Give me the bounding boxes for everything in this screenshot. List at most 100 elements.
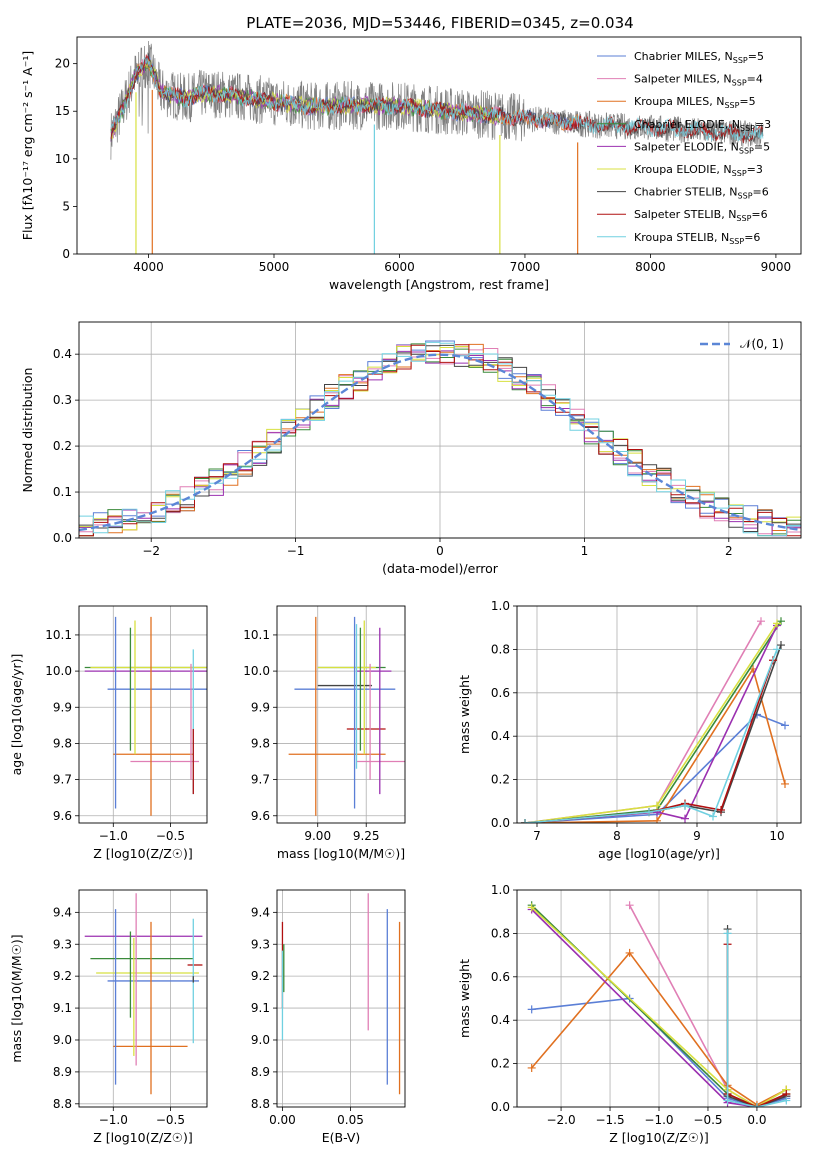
y-tick-label: 9.2 bbox=[53, 969, 72, 983]
plot-frame bbox=[276, 605, 406, 824]
y-axis-label: mass weight bbox=[457, 675, 472, 754]
residual_hist-marks bbox=[79, 340, 801, 537]
x-tick-label: −2 bbox=[142, 544, 160, 558]
age_vs_mass-marks bbox=[288, 616, 405, 816]
weight-marker bbox=[773, 645, 781, 654]
y-tick-label: 9.2 bbox=[251, 969, 270, 983]
y-tick-label: 0 bbox=[62, 247, 70, 261]
plot-frame bbox=[516, 605, 802, 824]
weight-marker bbox=[717, 805, 725, 814]
x-tick-label: −1.5 bbox=[595, 1113, 624, 1127]
y-tick-label: 0.1 bbox=[53, 485, 72, 499]
plot-frame bbox=[78, 605, 208, 824]
hist-kroupa_stelib bbox=[79, 341, 801, 537]
x-tick-label: −0.5 bbox=[693, 1113, 722, 1127]
weight-line-kroupa_elodie bbox=[524, 622, 778, 823]
y-tick-label: 9.9 bbox=[53, 700, 72, 714]
legend-label: Salpeter STELIB, NSSP=6 bbox=[634, 208, 768, 223]
y-tick-label: 9.7 bbox=[251, 773, 270, 787]
x-tick-label: 8 bbox=[613, 829, 621, 843]
x-axis-label: age [log10(age/yr)] bbox=[598, 846, 720, 861]
y-tick-label: 9.1 bbox=[53, 1001, 72, 1015]
age_vs_mass-grid bbox=[277, 606, 405, 823]
x-tick-label: −1.0 bbox=[99, 1113, 128, 1127]
y-tick-label: 0.3 bbox=[53, 393, 72, 407]
weight-line-salpeter_elodie bbox=[524, 625, 778, 823]
y-tick-label: 0.0 bbox=[53, 531, 72, 545]
y-tick-label: 9.1 bbox=[251, 1001, 270, 1015]
y-tick-label: 0.4 bbox=[53, 347, 72, 361]
y-tick-label: 9.6 bbox=[251, 809, 270, 823]
y-axis-label: age [log10(age/yr)] bbox=[9, 654, 24, 776]
weight-marker bbox=[781, 779, 789, 788]
x-axis-label: Z [log10(Z/Z☉)] bbox=[93, 1130, 193, 1145]
y-tick-label: 9.6 bbox=[53, 809, 72, 823]
weight-marker bbox=[757, 617, 765, 626]
x-tick-label: 5000 bbox=[259, 260, 290, 274]
plot-frame bbox=[78, 889, 208, 1108]
y-tick-label: 0.2 bbox=[491, 773, 510, 787]
y-tick-label: 9.9 bbox=[251, 700, 270, 714]
weight-marker bbox=[782, 1096, 791, 1105]
x-tick-label: −1.0 bbox=[99, 829, 128, 843]
x-tick-label: 8000 bbox=[635, 260, 666, 274]
weight-marker bbox=[625, 948, 634, 957]
age_vs_Z-axes: −1.0 −0.5 9.6 9.7 9.8 9.9 10.0 10.1 Z [log10(Z/Z… bbox=[9, 605, 208, 861]
x-tick-label: 4000 bbox=[133, 260, 164, 274]
age_vs_mass-axes: 9.00 9.25 9.6 9.7 9.8 9.9 10.0 10.1 mass [log10(… bbox=[243, 605, 406, 861]
weight-marker bbox=[527, 903, 536, 912]
y-tick-label: 9.0 bbox=[53, 1033, 72, 1047]
x-tick-label: 9.25 bbox=[353, 829, 380, 843]
y-tick-label: 8.8 bbox=[53, 1097, 72, 1111]
plot-frame bbox=[78, 321, 802, 539]
mass_vs_Z-marks bbox=[84, 893, 203, 1095]
y-axis-label: mass [log10(M/M☉)] bbox=[9, 934, 24, 1062]
spectrum-axes: 4000 5000 6000 7000 8000 9000 0 5 10 15 20 waveleng… bbox=[20, 36, 802, 292]
mass_vs_ebv-grid bbox=[277, 890, 405, 1107]
model-salpeter_stelib bbox=[110, 54, 764, 144]
y-tick-label: 9.7 bbox=[53, 773, 72, 787]
y-tick-label: 8.8 bbox=[251, 1097, 270, 1111]
x-axis-label: Z [log10(Z/Z☉)] bbox=[609, 1130, 709, 1145]
y-tick-label: 8.9 bbox=[251, 1065, 270, 1079]
legend-label: Chabrier MILES, NSSP=5 bbox=[634, 50, 764, 65]
y-tick-label: 9.0 bbox=[251, 1033, 270, 1047]
weight-marker bbox=[723, 1096, 732, 1105]
weight-line-chabrier_elodie bbox=[524, 620, 782, 823]
y-tick-label: 0.0 bbox=[491, 816, 510, 830]
x-tick-label: 0 bbox=[436, 544, 444, 558]
age_vs_Z-grid bbox=[79, 606, 207, 823]
weight-line-kroupa_stelib bbox=[726, 933, 787, 1107]
x-tick-label: −1.0 bbox=[644, 1113, 673, 1127]
x-tick-label: −1 bbox=[287, 544, 305, 558]
x-axis-label: E(B-V) bbox=[322, 1130, 361, 1145]
mass_weight_vs_Z-marks bbox=[527, 901, 791, 1107]
weight-marker bbox=[527, 1063, 536, 1072]
y-tick-label: 10.1 bbox=[45, 628, 72, 642]
y-axis-label: Normed distribution bbox=[20, 368, 35, 493]
y-tick-label: 0.6 bbox=[491, 686, 510, 700]
x-axis-label: Z [log10(Z/Z☉)] bbox=[93, 846, 193, 861]
legend-label: Kroupa ELODIE, NSSP=3 bbox=[634, 163, 763, 178]
y-tick-label: 0.2 bbox=[491, 1057, 510, 1071]
x-tick-label: −2.0 bbox=[546, 1113, 575, 1127]
mass_vs_ebv-axes: 0.00 0.05 8.8 8.9 9.0 9.1 9.2 9.3 9.4 E(B-V) bbox=[251, 889, 406, 1145]
y-tick-label: 10.1 bbox=[243, 628, 270, 642]
y-tick-label: 1.0 bbox=[491, 883, 510, 897]
x-tick-label: 7000 bbox=[510, 260, 541, 274]
y-tick-label: 0.6 bbox=[491, 970, 510, 984]
spectrum-marks bbox=[110, 40, 764, 254]
legend-label: Chabrier STELIB, NSSP=6 bbox=[634, 186, 769, 201]
y-axis-label: mass weight bbox=[457, 959, 472, 1038]
weight-marker bbox=[773, 619, 781, 628]
mass_weight_vs_Z-axes: −2.0 −1.5 −1.0 −0.5 0.0 0.0 0.2 0.4 0.6 0.8 1.0 Z [… bbox=[457, 883, 802, 1145]
weight-marker bbox=[645, 808, 653, 817]
x-tick-label: 0.0 bbox=[747, 1113, 766, 1127]
mass_weight_vs_age-marks bbox=[521, 617, 789, 823]
weight-marker bbox=[777, 641, 785, 650]
weight-marker bbox=[709, 812, 717, 821]
weight-marker bbox=[521, 819, 529, 823]
x-tick-label: 9 bbox=[693, 829, 701, 843]
normal-curve bbox=[79, 353, 801, 532]
